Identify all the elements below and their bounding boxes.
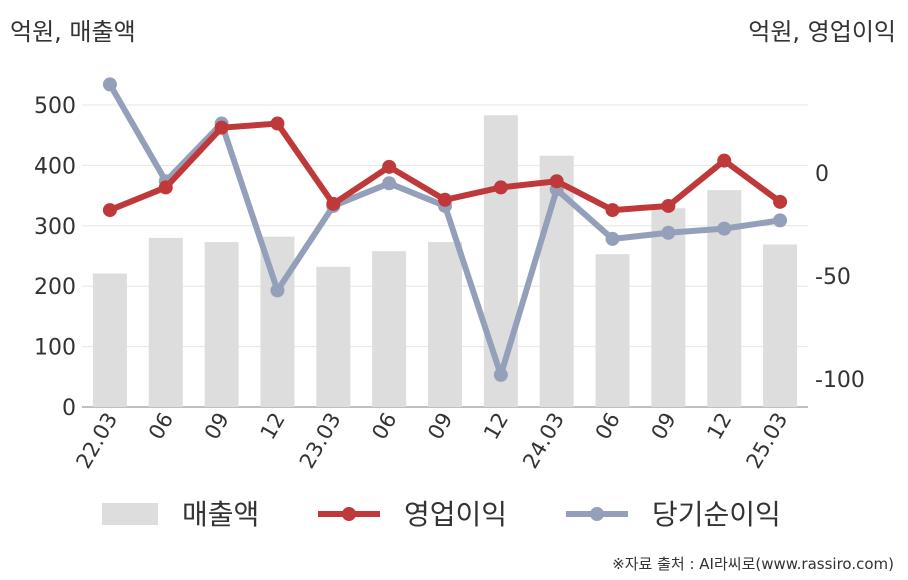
series-point [382, 176, 397, 191]
series-point [661, 225, 676, 240]
revenue-bar [763, 244, 798, 407]
revenue-bar [204, 242, 239, 407]
x-tick-label: 24.03 [518, 409, 569, 473]
left-tick-label: 100 [34, 336, 76, 361]
series-point [326, 196, 341, 211]
revenue-bar [372, 251, 407, 407]
series-point [270, 116, 285, 131]
series-point [102, 77, 117, 92]
series-point [158, 180, 173, 195]
left-tick-label: 0 [62, 396, 76, 421]
x-tick-label: 09 [200, 409, 234, 444]
revenue-bar [483, 115, 518, 407]
left-tick-label: 300 [34, 215, 76, 240]
revenue-bar [428, 242, 462, 407]
revenue-bar [316, 266, 351, 407]
series-point [102, 203, 117, 218]
revenue-bar [595, 254, 630, 407]
legend-revenue-swatch [102, 503, 158, 525]
legend-net-marker [590, 507, 604, 521]
legend-label: 영업이익 [404, 498, 507, 531]
x-tick-label: 12 [479, 409, 513, 444]
series-point [605, 231, 620, 246]
revenue-bar [92, 273, 127, 407]
right-tick-label: 0 [815, 162, 829, 187]
series-point [438, 192, 452, 207]
legend: 매출액 영업이익 당기순이익 [102, 498, 781, 531]
series-point [549, 174, 564, 189]
right-axis-unit: 억원, 영업이익 [748, 18, 896, 46]
revenue-bar [651, 208, 686, 407]
left-tick-label: 400 [34, 154, 76, 179]
x-tick-label: 12 [256, 409, 290, 444]
series-point [717, 221, 732, 236]
x-tick-label: 06 [144, 409, 178, 444]
x-tick-label: 23.03 [295, 409, 346, 473]
source-note: ※자료 출처 : AI라씨로(www.rassiro.com) [612, 555, 894, 573]
right-axis-ticks: -100 -50 0 [815, 162, 865, 393]
series-point [493, 367, 508, 382]
series-point [493, 180, 508, 195]
right-tick-label: -100 [815, 368, 865, 393]
legend-label: 매출액 [182, 498, 259, 531]
series-point [605, 203, 620, 218]
right-tick-label: -50 [815, 265, 851, 290]
x-tick-label: 06 [591, 409, 625, 444]
left-axis-unit: 억원, 매출액 [10, 18, 136, 46]
series-point [661, 198, 676, 213]
profit-lines [102, 77, 788, 382]
series-point [773, 213, 788, 228]
x-tick-label: 06 [367, 409, 401, 444]
x-tick-label: 12 [702, 409, 736, 444]
left-axis-ticks: 0 100 200 300 400 500 [34, 94, 76, 421]
x-tick-label: 09 [423, 409, 457, 444]
x-tick-label: 25.03 [742, 409, 793, 473]
series-point [214, 120, 229, 135]
series-point [717, 153, 732, 168]
x-tick-label: 22.03 [71, 409, 122, 473]
legend-operating-marker [342, 507, 356, 521]
left-tick-label: 200 [34, 275, 76, 300]
legend-label: 당기순이익 [652, 498, 781, 531]
revenue-bars [92, 115, 798, 407]
series-point [382, 159, 397, 174]
left-tick-label: 500 [34, 94, 76, 119]
revenue-bar [148, 237, 183, 407]
x-axis-ticks: 22.03 06 09 12 23.03 06 09 12 24.03 06 09 12 25.03 [71, 409, 792, 473]
series-point [270, 283, 285, 298]
series-point [773, 194, 788, 209]
x-tick-label: 09 [647, 409, 681, 444]
